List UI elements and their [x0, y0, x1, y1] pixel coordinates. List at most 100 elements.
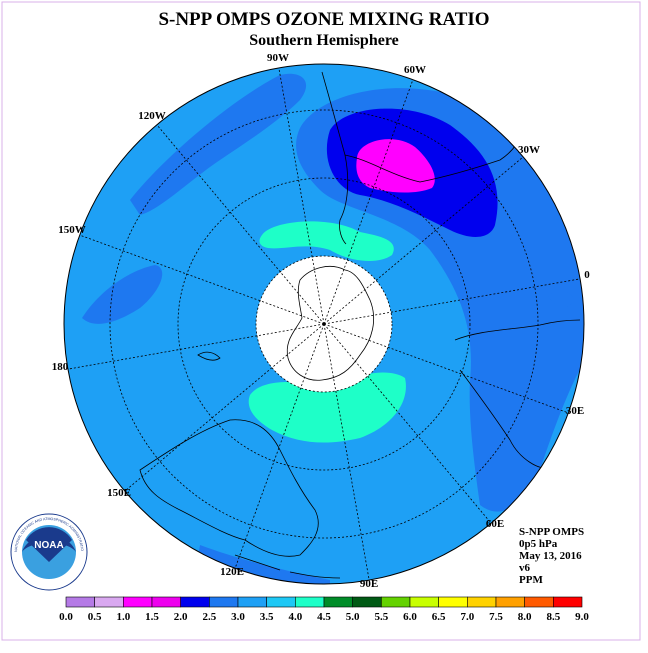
- latitude-circle-70s: [255, 255, 393, 393]
- contour-1-5: [356, 139, 435, 193]
- contour-2-5-south: [190, 545, 330, 584]
- meridian-line-inner: [259, 300, 325, 325]
- colorbar-swatch: [266, 596, 296, 608]
- contour-3-5-lower: [248, 372, 406, 443]
- new-zealand-coast: [197, 351, 221, 361]
- meridian-line: [79, 234, 261, 302]
- lon-label-90e: 90E: [360, 578, 378, 590]
- lon-label-60w: 60W: [404, 64, 426, 76]
- meridian-line-inner: [323, 279, 377, 325]
- lon-label-30w: 30W: [518, 144, 540, 156]
- lon-label-30e: 30E: [566, 405, 584, 417]
- antarctica-coast: [286, 266, 374, 381]
- colorbar-tick-label: 6.0: [403, 611, 417, 623]
- meridian-line: [67, 335, 258, 370]
- colorbar-tick-label: 5.5: [374, 611, 388, 623]
- colorbar-swatch: [524, 596, 554, 608]
- colorbar-swatch: [94, 596, 124, 608]
- meridian-line: [234, 387, 302, 569]
- colorbar: 0.0 0.5 1.0 1.5 2.0 2.5 3.0 3.5 4.0 4.5 5.0 5.5 6.0 6…: [59, 596, 589, 623]
- colorbar-swatch: [352, 596, 382, 608]
- colorbar-tick-label: 6.5: [432, 611, 446, 623]
- meridian-line: [346, 79, 414, 261]
- colorbar-swatch: [123, 596, 153, 608]
- lon-label-180: 180: [52, 361, 69, 373]
- colorbar-tick-label: 0.5: [88, 611, 102, 623]
- meridian-line: [335, 390, 370, 581]
- ozone-contours: [82, 73, 584, 584]
- south-america-coast: [321, 71, 523, 245]
- meridian-line-inner: [323, 311, 392, 325]
- latitude-circle-30s: [109, 109, 539, 539]
- meridian-line: [390, 278, 581, 313]
- colorbar-tick-label: 4.0: [288, 611, 302, 623]
- info-units: PPM: [519, 574, 543, 586]
- meridian-line: [156, 124, 281, 273]
- colorbar-tick-label: 7.0: [460, 611, 474, 623]
- colorbar-tick-label: 3.0: [231, 611, 245, 623]
- australia-coast: [139, 419, 319, 557]
- south-pole-marker: [322, 322, 326, 326]
- colorbar-tick-label: 9.0: [575, 611, 589, 623]
- contour-2-5-west: [82, 265, 163, 324]
- polar-map: [63, 63, 585, 585]
- colorbar-tick-label: 0.0: [59, 611, 73, 623]
- lon-label-150w: 150W: [58, 224, 86, 236]
- info-date: May 13, 2016: [519, 550, 582, 562]
- colorbar-swatch: [295, 596, 325, 608]
- lon-label-60e: 60E: [486, 518, 504, 530]
- meridian-line: [278, 67, 313, 258]
- colorbar-swatch: [409, 596, 439, 608]
- colorbar-swatch: [180, 596, 210, 608]
- contour-2-5-east-small: [548, 291, 574, 308]
- colorbar-tick-label: 2.0: [174, 611, 188, 623]
- colorbar-swatch: [467, 596, 497, 608]
- map-subtitle: Southern Hemisphere: [249, 32, 398, 49]
- colorbar-tick-label: 5.0: [346, 611, 360, 623]
- lon-label-90w: 90W: [267, 52, 289, 64]
- meridian-line-inner: [311, 256, 325, 325]
- contour-3-5-upper: [259, 221, 394, 262]
- colorbar-swatch: [381, 596, 411, 608]
- meridian-lines: [67, 67, 581, 581]
- info-block: S-NPP OMPS 0p5 hPa May 13, 2016 v6 PPM: [519, 526, 584, 586]
- meridian-line-inner: [279, 271, 325, 325]
- meridian-line-inner: [323, 259, 348, 325]
- meridian-line: [387, 346, 569, 414]
- colorbar-tick-label: 1.5: [145, 611, 159, 623]
- figure-frame: [1, 1, 641, 641]
- meridian-line-inner: [256, 323, 325, 337]
- lon-label-120w: 120W: [138, 110, 166, 122]
- meridian-line: [375, 156, 524, 281]
- info-instrument: S-NPP OMPS: [519, 526, 584, 538]
- noaa-logo-text: NOAA: [34, 540, 63, 551]
- colorbar-swatch: [237, 596, 267, 608]
- africa-coast: [454, 319, 581, 469]
- info-level: 0p5 hPa: [519, 538, 558, 550]
- latitude-circle-50s: [177, 177, 471, 471]
- colorbar-swatch: [438, 596, 468, 608]
- meridian-line-inner: [323, 323, 369, 377]
- colorbar-swatch: [209, 596, 239, 608]
- colorbar-swatch: [323, 596, 353, 608]
- colorbar-swatch: [151, 596, 181, 608]
- meridian-line: [367, 375, 492, 524]
- colorbar-tick-label: 7.5: [489, 611, 503, 623]
- colorbar-tick-label: 2.5: [202, 611, 216, 623]
- meridian-line-inner: [323, 323, 337, 392]
- colorbar-swatch: [65, 596, 95, 608]
- graticule: [67, 67, 581, 581]
- colorbar-tick-label: 3.5: [260, 611, 274, 623]
- longitude-labels: 90W 60W 120W 30W 150W 0 180 30E 150E 60E…: [52, 52, 591, 590]
- map-title: S-NPP OMPS OZONE MIXING RATIO: [158, 9, 489, 30]
- indonesia-coast: [234, 554, 341, 579]
- lon-label-120e: 120E: [220, 566, 244, 578]
- coastlines: [139, 71, 581, 579]
- meridian-line-inner: [271, 323, 325, 369]
- info-version: v6: [519, 562, 531, 574]
- colorbar-tick-label: 8.5: [546, 611, 560, 623]
- lon-label-150e: 150E: [107, 487, 131, 499]
- map-boundary: [63, 63, 585, 585]
